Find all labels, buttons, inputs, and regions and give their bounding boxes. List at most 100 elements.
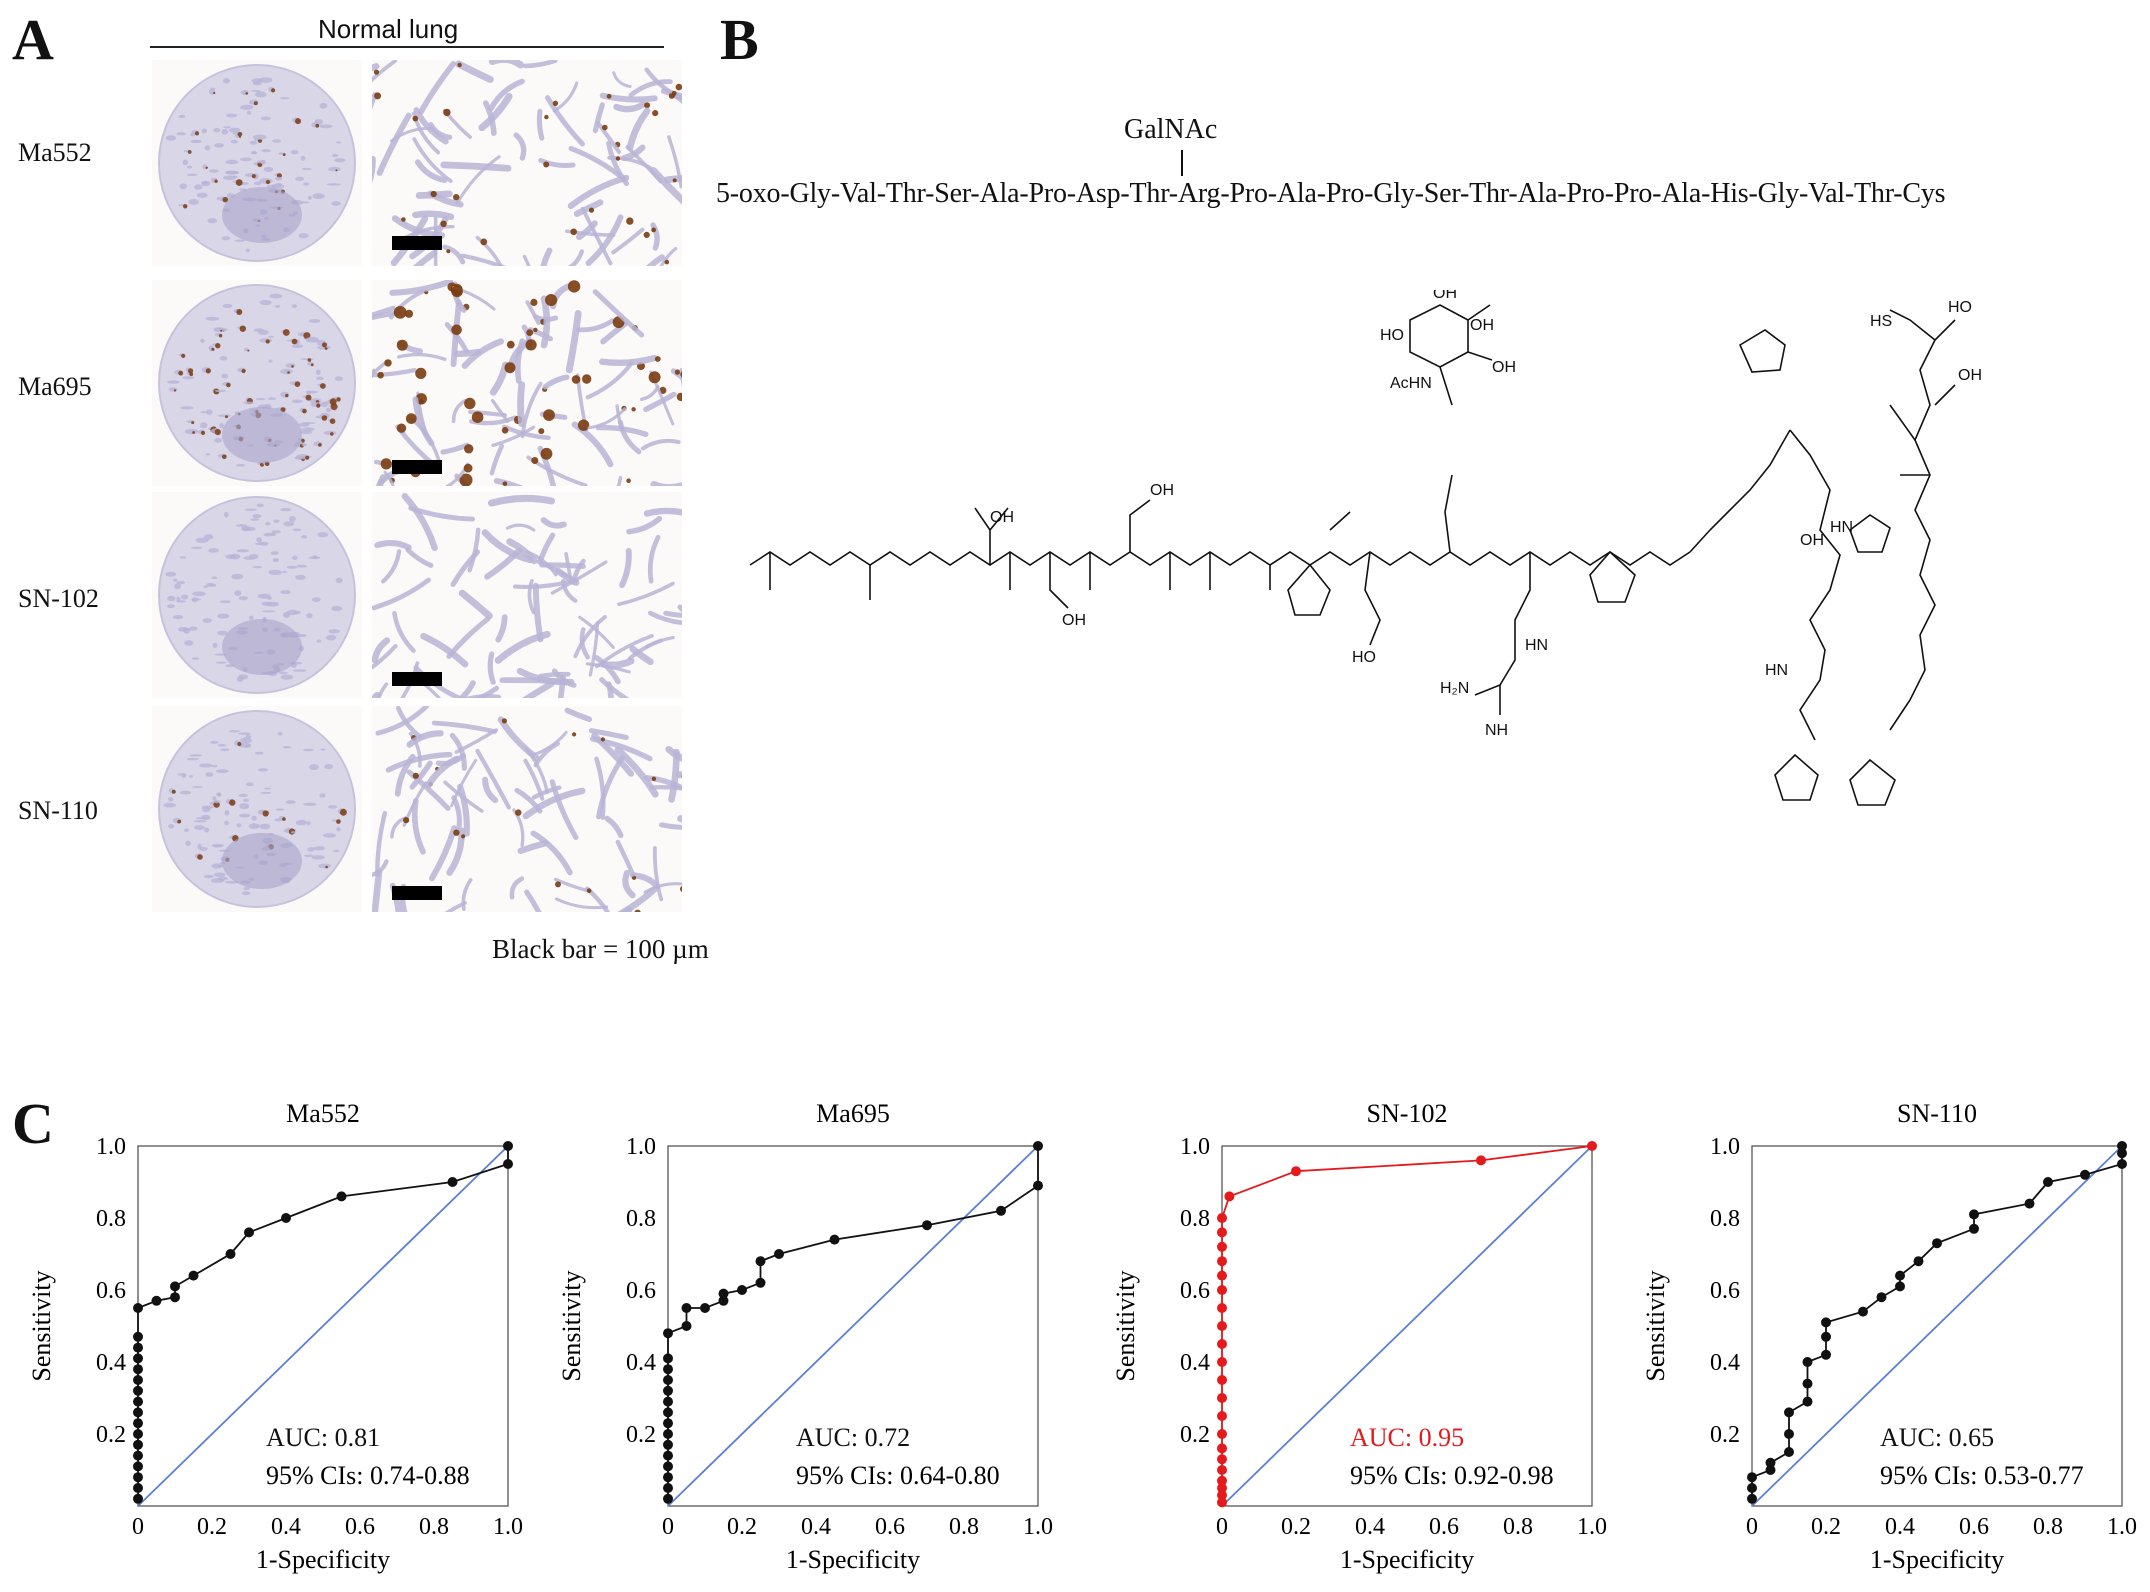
roc-point-ma552 xyxy=(133,1375,143,1385)
roc-point-sn-110 xyxy=(2024,1198,2035,1209)
peptide-sequence: 5-oxo-Gly-Val-Thr-Ser-Ala-Pro-Asp-Thr-Ar… xyxy=(716,178,1946,209)
roc-point-ma695 xyxy=(663,1364,673,1375)
roc-point-ma552 xyxy=(336,1191,347,1202)
roc-point-ma695 xyxy=(700,1303,710,1313)
roc-point-ma695 xyxy=(774,1249,784,1259)
roc-point-ma695 xyxy=(681,1321,692,1331)
roc-point-ma552 xyxy=(170,1281,180,1292)
panel-b-letter: B xyxy=(720,7,759,72)
roc-point-sn-102 xyxy=(1217,1483,1227,1493)
roc-point-sn-102 xyxy=(1217,1429,1227,1439)
header-rule xyxy=(150,46,664,48)
y-axis-label-sn-102: Sensitivity xyxy=(1111,1270,1140,1381)
scale-note: Black bar = 100 µm xyxy=(492,934,709,964)
roc-point-ma552 xyxy=(133,1450,143,1461)
roc-point-sn-110 xyxy=(1913,1256,1924,1267)
roc-point-sn-110 xyxy=(1747,1472,1757,1483)
roc-point-sn-110 xyxy=(2117,1141,2127,1151)
roc-point-sn-102 xyxy=(1217,1357,1227,1367)
roc-point-ma552 xyxy=(133,1461,143,1472)
atom-label-oh-2: OH xyxy=(1492,359,1516,376)
atom-label-achn: AcHN xyxy=(1390,375,1432,392)
atom-label-ho-cys: HO xyxy=(1948,299,1972,316)
reference-diagonal-ma695 xyxy=(667,1145,1039,1507)
roc-point-ma552 xyxy=(133,1418,143,1429)
y-tick-label-ma695: 0.2 xyxy=(626,1422,656,1448)
roc-point-ma695 xyxy=(663,1328,673,1339)
x-tick-label-ma552: 0.8 xyxy=(419,1514,449,1540)
atom-label-hn: HN xyxy=(1525,637,1548,654)
tissue-core-sn-110 xyxy=(152,706,362,912)
roc-point-ma695 xyxy=(922,1220,932,1231)
ci-label-ma552: 95% CIs: 0.74-0.88 xyxy=(266,1461,470,1490)
roc-point-ma695 xyxy=(663,1461,673,1472)
reference-diagonal-sn-110 xyxy=(1751,1145,2123,1507)
roc-point-sn-110 xyxy=(1821,1317,1831,1328)
tissue-zoom-ma552 xyxy=(372,60,682,266)
ci-label-sn-102: 95% CIs: 0.92-0.98 xyxy=(1350,1461,1554,1490)
roc-point-ma552 xyxy=(503,1141,513,1151)
roc-point-ma552 xyxy=(133,1407,143,1418)
roc-point-sn-110 xyxy=(1765,1457,1776,1468)
atom-label-oh-1: OH xyxy=(1433,290,1457,302)
chart-title-ma552: Ma552 xyxy=(286,1099,360,1128)
y-axis-label-sn-110: Sensitivity xyxy=(1641,1270,1670,1381)
y-tick-label-sn-102: 0.4 xyxy=(1180,1350,1210,1376)
atom-label-oh-3: OH xyxy=(1470,317,1494,334)
x-tick-label-ma552: 0.2 xyxy=(197,1514,227,1540)
ci-label-sn-110: 95% CIs: 0.53-0.77 xyxy=(1880,1461,2084,1490)
atom-label-oh-ser: OH xyxy=(990,509,1014,526)
roc-point-sn-110 xyxy=(1802,1357,1813,1367)
roc-point-ma695 xyxy=(663,1483,673,1493)
y-tick-label-ma695: 0.8 xyxy=(626,1206,656,1232)
y-tick-label-sn-110: 0.4 xyxy=(1710,1350,1740,1376)
y-tick-label-sn-102: 0.8 xyxy=(1180,1206,1210,1232)
roc-point-sn-110 xyxy=(1802,1396,1813,1407)
roc-point-sn-102 xyxy=(1217,1270,1227,1281)
tissue-zoom-sn-110 xyxy=(372,706,682,912)
x-axis-label-sn-102: 1-Specificity xyxy=(1340,1545,1474,1574)
roc-curve-sn-110 xyxy=(1751,1146,2123,1499)
tissue-core-sn-102 xyxy=(152,492,362,698)
roc-point-ma552 xyxy=(133,1331,143,1342)
roc-point-sn-110 xyxy=(1876,1292,1887,1303)
roc-point-sn-102 xyxy=(1217,1497,1227,1508)
roc-point-sn-102 xyxy=(1587,1141,1597,1151)
row-label-sn-110: SN-110 xyxy=(18,796,98,825)
y-tick-label-ma695: 1.0 xyxy=(626,1134,656,1160)
roc-point-sn-102 xyxy=(1217,1443,1227,1454)
roc-point-ma552 xyxy=(133,1472,143,1483)
tissue-zoom-ma695 xyxy=(372,280,682,486)
roc-point-ma695 xyxy=(996,1205,1006,1216)
roc-point-sn-110 xyxy=(2117,1159,2127,1169)
roc-point-ma552 xyxy=(151,1295,162,1306)
atom-label-oh-6: OH xyxy=(1800,532,1824,549)
roc-point-sn-110 xyxy=(1784,1429,1794,1439)
roc-point-ma695 xyxy=(663,1439,673,1450)
auc-label-sn-110: AUC: 0.65 xyxy=(1880,1423,1994,1452)
roc-point-ma695 xyxy=(663,1407,673,1418)
roc-point-ma552 xyxy=(225,1249,236,1259)
roc-point-ma695 xyxy=(663,1375,673,1385)
roc-point-ma552 xyxy=(133,1439,143,1450)
roc-charts: Ma552 0 0.2 0.4 0.6 0.8 1.0 0.2 0.4 0.6 0.8 1.0 1-Sp… xyxy=(27,1099,2137,1574)
atom-label-ho: HO xyxy=(1380,327,1404,344)
roc-point-sn-110 xyxy=(1858,1306,1868,1317)
x-tick-label-ma695: 0.6 xyxy=(875,1514,905,1540)
roc-point-sn-102 xyxy=(1217,1411,1227,1421)
roc-point-sn-110 xyxy=(1747,1493,1757,1504)
roc-point-ma552 xyxy=(170,1292,180,1303)
roc-point-ma552 xyxy=(133,1364,143,1375)
roc-point-ma695 xyxy=(663,1385,673,1396)
chemical-structure: OH HO OH AcHN OH OH OH OH HO H₂N NH HN O… xyxy=(749,290,1982,806)
roc-point-sn-102 xyxy=(1217,1393,1227,1403)
row-label-ma695: Ma695 xyxy=(18,372,92,401)
roc-point-ma552 xyxy=(447,1177,458,1187)
roc-point-ma695 xyxy=(1033,1180,1043,1191)
roc-point-ma695 xyxy=(755,1256,766,1267)
roc-point-ma552 xyxy=(133,1483,143,1493)
atom-label-oh-thr: OH xyxy=(1958,367,1982,384)
roc-point-ma552 xyxy=(133,1396,143,1407)
roc-point-ma695 xyxy=(681,1303,692,1313)
atom-label-hn-his: HN xyxy=(1830,519,1853,536)
